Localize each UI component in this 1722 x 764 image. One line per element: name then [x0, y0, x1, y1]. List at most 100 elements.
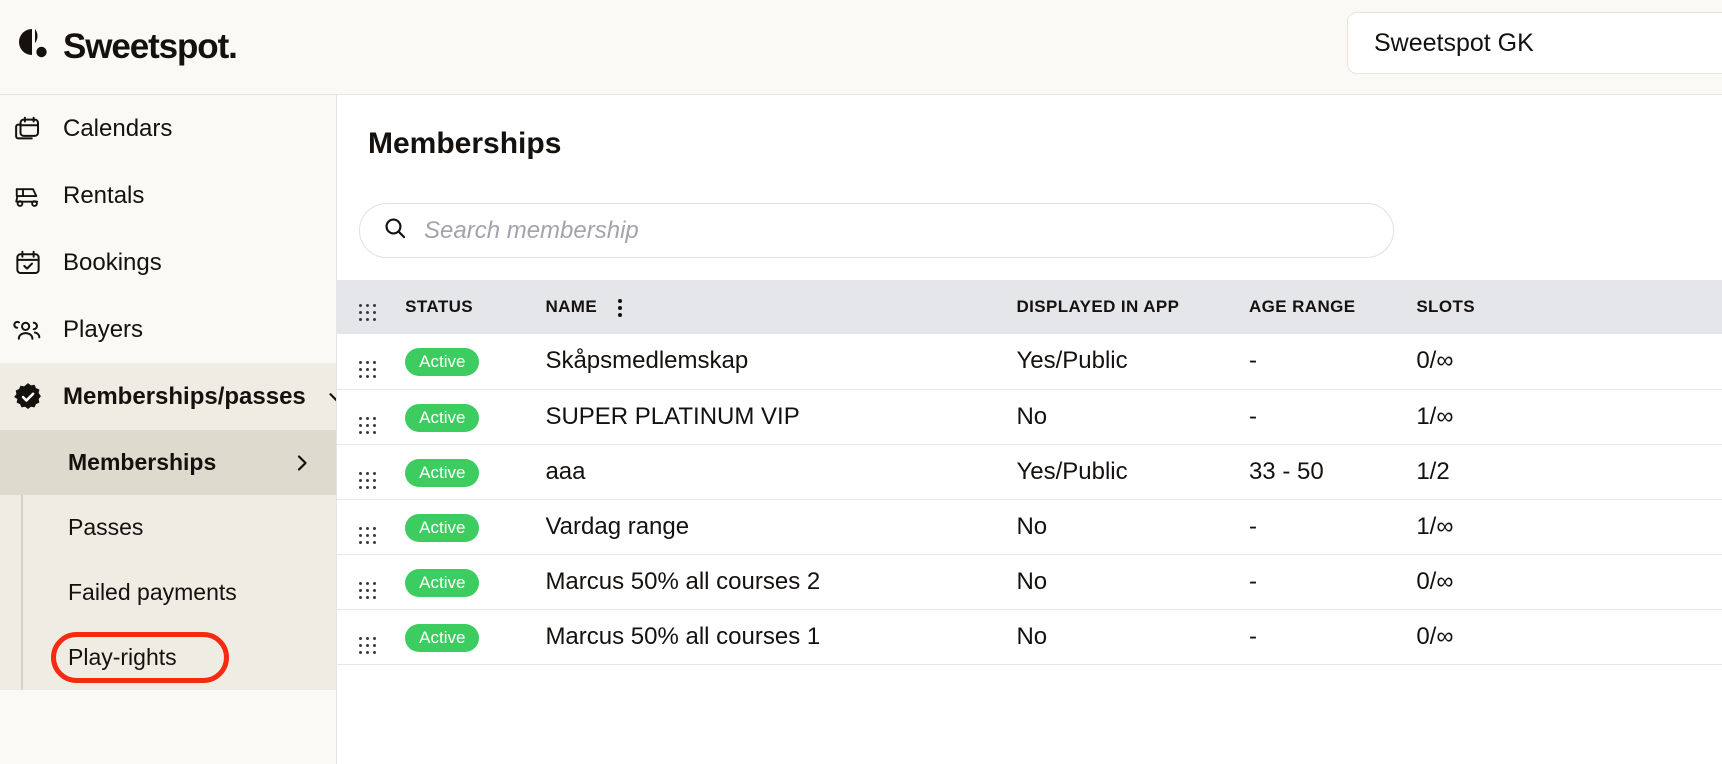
cell-status: Active: [405, 334, 546, 390]
table-body: Active Skåpsmedlemskap Yes/Public - 0/∞ …: [337, 334, 1722, 665]
cell-displayed-in-app: Yes/Public: [1016, 444, 1249, 500]
table-row[interactable]: Active Marcus 50% all courses 2 No - 0/∞: [337, 554, 1722, 610]
top-bar: Sweetspot. Sweetspot GK: [0, 0, 1722, 95]
cell-name: aaa: [545, 444, 1017, 500]
sweetspot-logo-icon: [16, 27, 50, 67]
sidebar-submenu: Memberships Passes Failed payments Play-…: [0, 430, 336, 690]
cell-overflow: [1631, 334, 1722, 390]
brand-logo[interactable]: Sweetspot.: [0, 27, 238, 67]
cell-age-range: -: [1248, 334, 1417, 390]
cell-slots: 0/∞: [1416, 609, 1632, 665]
column-header-age-range[interactable]: AGE RANGE: [1248, 280, 1417, 334]
cell-overflow: [1631, 444, 1722, 500]
cell-displayed-in-app: No: [1016, 609, 1249, 665]
column-header-status[interactable]: STATUS: [405, 280, 546, 334]
memberships-table: STATUS NAME DISPLAYED IN APP AGE RANGE S…: [337, 280, 1722, 665]
brand-name: Sweetspot.: [63, 27, 238, 66]
cell-status: Active: [405, 554, 546, 610]
search-icon: [382, 215, 408, 246]
table-row[interactable]: Active Skåpsmedlemskap Yes/Public - 0/∞: [337, 334, 1722, 390]
calendar-check-icon: [11, 246, 45, 280]
sidebar-item-label: Players: [63, 315, 144, 343]
cell-status: Active: [405, 444, 546, 500]
cell-name: Marcus 50% all courses 2: [545, 554, 1017, 610]
toolbar: [337, 178, 1722, 280]
body: Calendars Rentals: [0, 95, 1722, 764]
sidebar-item-label: Rentals: [63, 181, 145, 209]
sidebar-item-label: Bookings: [63, 248, 162, 276]
sidebar-item-label: Memberships/passes: [63, 382, 306, 410]
column-menu-icon[interactable]: [618, 298, 623, 317]
table-header: STATUS NAME DISPLAYED IN APP AGE RANGE S…: [337, 280, 1722, 334]
column-header-overflow: [1631, 280, 1722, 334]
cell-slots: 0/∞: [1416, 334, 1632, 390]
cell-age-range: -: [1248, 499, 1417, 555]
column-header-slots[interactable]: SLOTS: [1416, 280, 1632, 334]
status-badge: Active: [405, 568, 480, 597]
row-drag-handle[interactable]: [337, 609, 406, 665]
cell-displayed-in-app: No: [1016, 389, 1249, 445]
sidebar-subitem-passes[interactable]: Passes: [0, 495, 336, 560]
sidebar-item-memberships-passes[interactable]: Memberships/passes: [0, 363, 336, 430]
cell-displayed-in-app: No: [1016, 499, 1249, 555]
sidebar-subitem-label: Memberships: [68, 449, 217, 475]
column-header-displayed-in-app[interactable]: DISPLAYED IN APP: [1016, 280, 1249, 334]
drag-handle-icon[interactable]: [359, 581, 377, 600]
status-badge: Active: [405, 403, 480, 432]
chevron-right-icon[interactable]: [290, 451, 314, 475]
org-selector-value: Sweetspot GK: [1374, 28, 1534, 57]
cell-overflow: [1631, 554, 1722, 610]
cell-name: SUPER PLATINUM VIP: [545, 389, 1017, 445]
cell-age-range: -: [1248, 609, 1417, 665]
cell-status: Active: [405, 609, 546, 665]
drag-handle-icon[interactable]: [359, 636, 377, 655]
cell-overflow: [1631, 389, 1722, 445]
sidebar-item-bookings[interactable]: Bookings: [0, 229, 336, 296]
drag-handle-icon[interactable]: [359, 526, 377, 545]
cell-age-range: 33 - 50: [1248, 444, 1417, 500]
table-row[interactable]: Active aaa Yes/Public 33 - 50 1/2: [337, 444, 1722, 500]
row-drag-handle[interactable]: [337, 499, 406, 555]
sidebar-subitem-label: Passes: [68, 514, 144, 540]
cell-slots: 1/2: [1416, 444, 1632, 500]
sidebar-subitem-memberships[interactable]: Memberships: [0, 430, 336, 495]
search-membership-box[interactable]: [359, 203, 1394, 258]
sidebar-subitem-label: Play-rights: [68, 644, 177, 670]
sidebar: Calendars Rentals: [0, 95, 337, 764]
table-row[interactable]: Active SUPER PLATINUM VIP No - 1/∞: [337, 389, 1722, 445]
column-header-drag: [337, 280, 406, 334]
cell-name: Vardag range: [545, 499, 1017, 555]
row-drag-handle[interactable]: [337, 334, 406, 390]
status-badge: Active: [405, 513, 480, 542]
drag-handle-icon[interactable]: [359, 416, 377, 435]
org-selector[interactable]: Sweetspot GK: [1347, 12, 1722, 74]
calendars-icon: [11, 112, 45, 146]
cell-overflow: [1631, 499, 1722, 555]
row-drag-handle[interactable]: [337, 444, 406, 500]
sidebar-item-calendars[interactable]: Calendars: [0, 95, 336, 162]
sidebar-subitem-label: Failed payments: [68, 579, 237, 605]
row-drag-handle[interactable]: [337, 389, 406, 445]
row-drag-handle[interactable]: [337, 554, 406, 610]
page-title: Memberships: [368, 127, 562, 160]
chevron-down-icon[interactable]: [324, 384, 336, 410]
cell-displayed-in-app: No: [1016, 554, 1249, 610]
search-input[interactable]: [424, 216, 1371, 245]
drag-handle-icon[interactable]: [359, 471, 377, 490]
sidebar-item-rentals[interactable]: Rentals: [0, 162, 336, 229]
sidebar-subitem-failed-payments[interactable]: Failed payments: [0, 560, 336, 625]
sidebar-subitem-play-rights[interactable]: Play-rights: [0, 625, 336, 690]
status-badge: Active: [405, 348, 480, 377]
sidebar-item-label: Calendars: [63, 114, 173, 142]
sidebar-item-players[interactable]: Players: [0, 296, 336, 363]
cell-age-range: -: [1248, 389, 1417, 445]
table-row[interactable]: Active Marcus 50% all courses 1 No - 0/∞: [337, 609, 1722, 665]
main-content: Memberships: [337, 95, 1722, 764]
drag-handle-icon[interactable]: [359, 361, 377, 379]
cell-displayed-in-app: Yes/Public: [1016, 334, 1249, 390]
table-row[interactable]: Active Vardag range No - 1/∞: [337, 499, 1722, 555]
column-header-name[interactable]: NAME: [545, 280, 1017, 334]
cell-slots: 0/∞: [1416, 554, 1632, 610]
drag-handle-icon: [359, 304, 377, 322]
